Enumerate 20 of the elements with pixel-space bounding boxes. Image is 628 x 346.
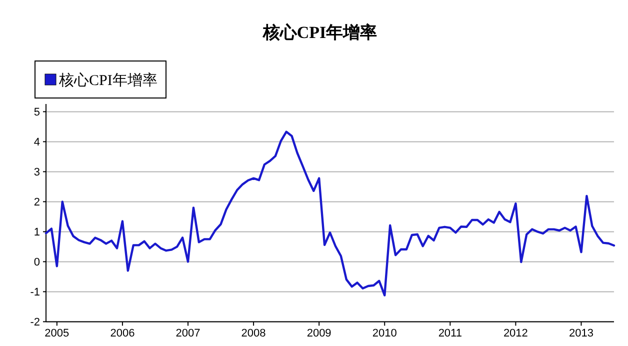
y-tick-label: 0 (34, 256, 40, 269)
y-tick-label: 4 (34, 136, 40, 149)
y-tick-label: -2 (30, 316, 40, 329)
x-tick-label: 2007 (176, 328, 200, 340)
x-tick-label: 2013 (568, 328, 594, 340)
y-tick-label: 2 (34, 196, 40, 209)
x-tick-label: 2009 (306, 328, 332, 340)
chart-title: 核心CPI年增率 (262, 23, 378, 42)
y-tick-label: -1 (30, 286, 40, 299)
line-series (44, 130, 616, 296)
y-tick-label: 3 (34, 166, 40, 179)
x-tick-label: 2006 (110, 328, 135, 340)
x-tick-label: 2008 (241, 328, 266, 340)
y-tick-label: 1 (34, 226, 40, 239)
legend-label: 核心CPI年增率 (58, 72, 158, 89)
x-tick-label: 2012 (503, 328, 528, 340)
x-tick-label: 2011 (438, 328, 462, 340)
x-tick-label: 2010 (372, 328, 397, 340)
x-tick-label: 2005 (44, 328, 70, 340)
y-tick-label: 5 (34, 106, 40, 119)
